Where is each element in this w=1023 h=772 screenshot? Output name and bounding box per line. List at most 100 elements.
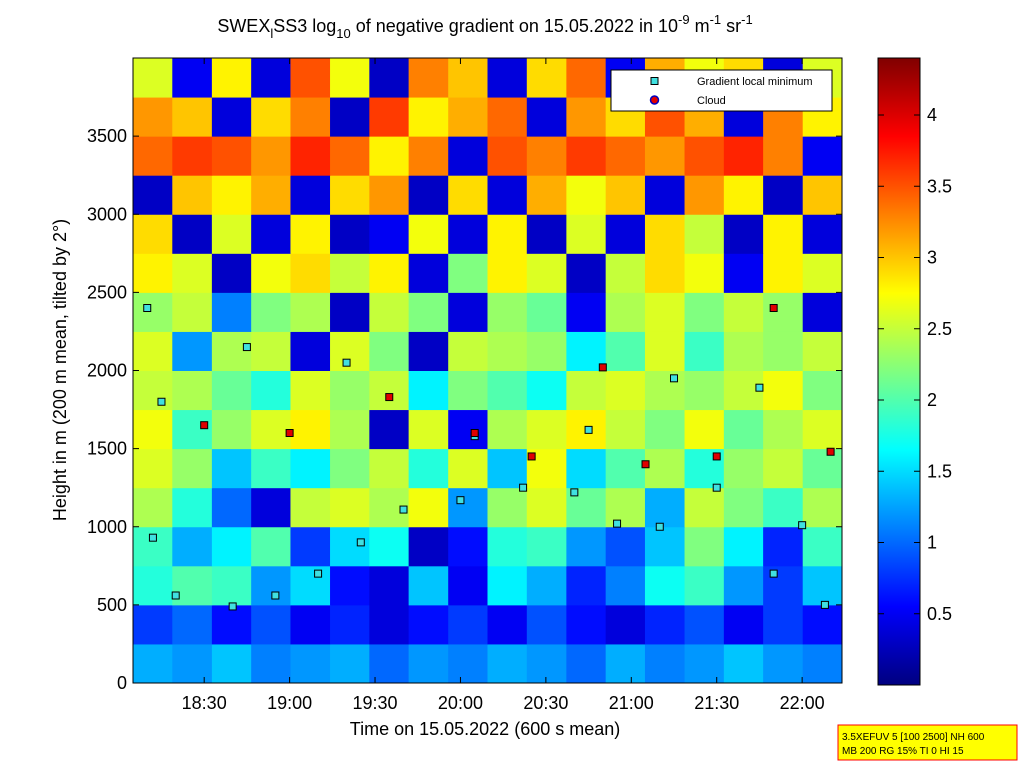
heat-cell (802, 136, 843, 176)
heat-cell (448, 448, 488, 489)
heat-cell (369, 214, 410, 254)
heat-cell (644, 136, 686, 176)
marker (598, 363, 607, 372)
y-axis-label: Height in m (200 m mean, tilted by 2°) (50, 219, 70, 521)
heat-cell (330, 448, 370, 489)
heat-cell (487, 292, 528, 332)
heat-cell (802, 526, 843, 567)
heat-cell (448, 604, 488, 645)
marker (613, 519, 622, 528)
heat-cell (330, 292, 370, 332)
heat-cell (644, 175, 686, 215)
heat-cell (369, 448, 410, 489)
heat-cell (487, 58, 528, 98)
title-sub: 10 (336, 26, 350, 41)
colorbar-tick-label: 1.5 (927, 461, 952, 481)
marker (148, 533, 157, 542)
heat-cell (763, 643, 804, 684)
marker (826, 447, 835, 456)
heat-cell (408, 643, 449, 684)
heat-cell (369, 97, 410, 137)
heat-cell (133, 409, 173, 450)
heat-cell (211, 175, 252, 215)
heat-cell (408, 97, 449, 137)
heat-cell (487, 370, 528, 411)
heat-cell (802, 331, 843, 371)
heat-cell (723, 253, 764, 293)
heat-cell (133, 253, 173, 293)
title-sup: -1 (741, 12, 753, 27)
heat-cell (566, 58, 607, 98)
y-tick-label: 2000 (87, 361, 127, 381)
heat-cell (526, 214, 567, 254)
heat-cell (723, 526, 764, 567)
heat-cell (487, 136, 528, 176)
heat-cell (133, 643, 173, 684)
heat-cell (763, 604, 804, 645)
x-tick-label: 18:30 (182, 693, 227, 713)
y-tick-label: 2500 (87, 282, 127, 302)
heat-cell (526, 253, 567, 293)
title-part: of negative gradient on 15.05.2022 in 10 (351, 16, 678, 36)
heat-cell (172, 214, 213, 254)
heat-cell (605, 370, 646, 411)
heat-cell (408, 175, 449, 215)
heat-cell (763, 526, 804, 567)
colorbar-tick-label: 2.5 (927, 319, 952, 339)
heat-cell (251, 331, 291, 371)
heat-cell (802, 175, 843, 215)
heat-cell (526, 97, 567, 137)
heat-cell (448, 565, 488, 606)
marker (228, 602, 237, 611)
heat-cell (369, 526, 410, 567)
heat-cell (172, 175, 213, 215)
heat-cell (408, 136, 449, 176)
heat-cell (684, 370, 725, 411)
heat-cell (605, 604, 646, 645)
title-part: m (690, 16, 710, 36)
marker (570, 488, 579, 497)
heat-cell (211, 292, 252, 332)
heat-cell (487, 97, 528, 137)
heat-cell (684, 565, 725, 606)
marker (285, 429, 294, 437)
heat-cell (369, 643, 410, 684)
heat-cell (330, 136, 370, 176)
heat-cell (487, 604, 528, 645)
x-axis-label: Time on 15.05.2022 (600 s mean) (350, 719, 621, 739)
heat-cell (605, 448, 646, 489)
heat-cell (644, 214, 686, 254)
heat-cell (723, 136, 764, 176)
heat-cell (605, 526, 646, 567)
y-tick-label: 3500 (87, 126, 127, 146)
heat-cell (605, 292, 646, 332)
heat-cell (408, 370, 449, 411)
x-tick-label: 22:00 (780, 693, 825, 713)
heat-cell (684, 292, 725, 332)
heat-cell (330, 604, 370, 645)
heat-cell (133, 97, 173, 137)
heat-cell (723, 409, 764, 450)
heat-cell (408, 214, 449, 254)
marker (456, 496, 465, 505)
heat-cell (133, 370, 173, 411)
marker (641, 460, 650, 469)
heat-cell (211, 136, 252, 176)
heat-cell (251, 448, 291, 489)
heat-cell (723, 448, 764, 489)
heat-cell (133, 58, 173, 98)
heat-cell (290, 292, 331, 332)
heat-cell (802, 448, 843, 489)
heat-cell (172, 253, 213, 293)
heat-cell (605, 331, 646, 371)
legend-label: Cloud (697, 95, 726, 107)
heat-cell (487, 409, 528, 450)
heat-cell (211, 58, 252, 98)
heat-cell (251, 214, 291, 254)
heat-cell (487, 253, 528, 293)
heat-cell (369, 58, 410, 98)
heat-cell (211, 643, 252, 684)
heat-cell (211, 97, 252, 137)
heat-cell (723, 487, 764, 528)
heat-cell (369, 370, 410, 411)
